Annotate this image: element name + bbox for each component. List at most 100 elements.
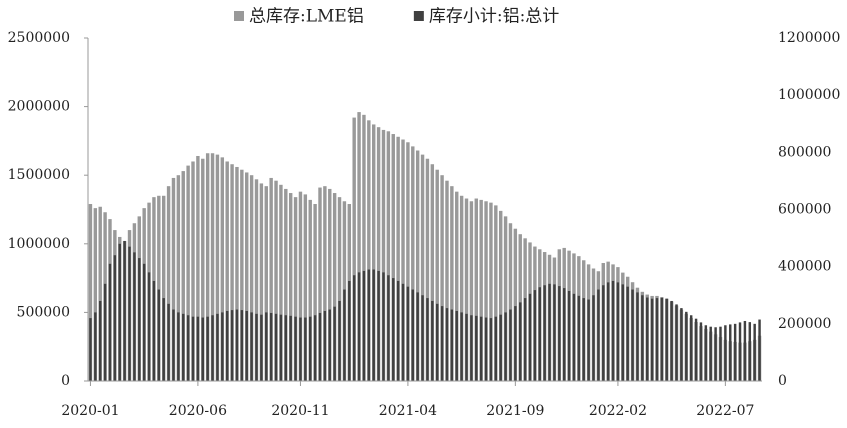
bar (337, 197, 342, 381)
bar (440, 175, 444, 381)
bar (401, 283, 405, 381)
bar (304, 317, 307, 381)
bar (265, 312, 268, 381)
bar (377, 270, 380, 381)
bar (694, 318, 698, 381)
bar (279, 184, 283, 381)
bar (420, 154, 425, 381)
bar (182, 313, 185, 381)
bar (108, 263, 112, 381)
bar (401, 139, 405, 381)
bar (328, 309, 331, 381)
x-tick-label: 2022-02 (589, 403, 647, 419)
legend-swatch (413, 11, 424, 21)
bar (93, 208, 98, 381)
bar (675, 304, 678, 381)
bar (255, 313, 258, 381)
bar (240, 310, 244, 381)
bar (587, 299, 590, 381)
bar (689, 315, 693, 381)
bar (249, 175, 254, 381)
bar (523, 298, 527, 381)
bar (352, 117, 356, 382)
bar (225, 310, 229, 381)
bar (186, 315, 190, 381)
bar (499, 314, 502, 381)
bar (445, 180, 449, 381)
bar (685, 311, 688, 381)
bar (464, 198, 469, 381)
bar (646, 297, 649, 381)
bar (88, 204, 93, 381)
bar (201, 317, 204, 381)
bar (264, 186, 268, 381)
bar (729, 324, 732, 381)
bar (606, 282, 610, 381)
y-tick-label: 1000000 (8, 236, 70, 252)
bar (250, 312, 253, 381)
bar (274, 180, 278, 381)
bar (445, 308, 449, 381)
bar (206, 316, 209, 381)
bar (455, 191, 459, 381)
bar (513, 228, 518, 381)
bar (382, 272, 385, 381)
bar (215, 154, 220, 381)
bar (181, 171, 185, 381)
bar (435, 303, 439, 381)
bar (509, 309, 512, 381)
bar (343, 289, 346, 381)
bar (558, 286, 561, 381)
bar (205, 153, 210, 381)
bar (567, 290, 571, 381)
bar (425, 158, 430, 381)
bar (308, 199, 312, 381)
x-tick-label: 2020-06 (169, 403, 227, 419)
bar (362, 270, 366, 381)
bar (254, 179, 259, 381)
bar (376, 127, 381, 382)
bar (748, 322, 752, 381)
bar (396, 280, 400, 381)
bar (269, 177, 273, 381)
bar (431, 300, 434, 381)
bar (411, 146, 415, 381)
bar (626, 286, 629, 381)
bar (245, 172, 249, 381)
bar (338, 300, 341, 381)
bar (332, 193, 337, 381)
bar (196, 155, 200, 381)
bar (704, 325, 708, 381)
bar (357, 272, 361, 381)
bar (709, 326, 712, 381)
x-tick-label: 2021-09 (486, 403, 544, 419)
bar (508, 223, 513, 381)
y2-tick-label: 1000000 (778, 87, 840, 103)
bar (328, 188, 332, 381)
bar (484, 201, 488, 381)
bar (133, 252, 136, 381)
bar (94, 312, 97, 381)
bar (138, 258, 141, 381)
bar (406, 286, 410, 381)
bar (191, 316, 195, 381)
bar (128, 246, 131, 381)
bar (221, 312, 224, 381)
bar (758, 319, 761, 381)
bar (172, 309, 175, 381)
y2-tick-label: 200000 (778, 316, 831, 332)
bar (147, 272, 151, 381)
bar (538, 287, 541, 381)
bar (665, 298, 668, 381)
bar (210, 153, 215, 381)
bar (641, 295, 644, 381)
bar (161, 195, 166, 381)
bar (318, 187, 322, 381)
bar (260, 314, 263, 381)
bar (699, 322, 703, 381)
bar (230, 310, 234, 381)
bar (577, 295, 581, 381)
bar (459, 195, 464, 381)
bar (469, 201, 474, 381)
bar (167, 303, 170, 381)
